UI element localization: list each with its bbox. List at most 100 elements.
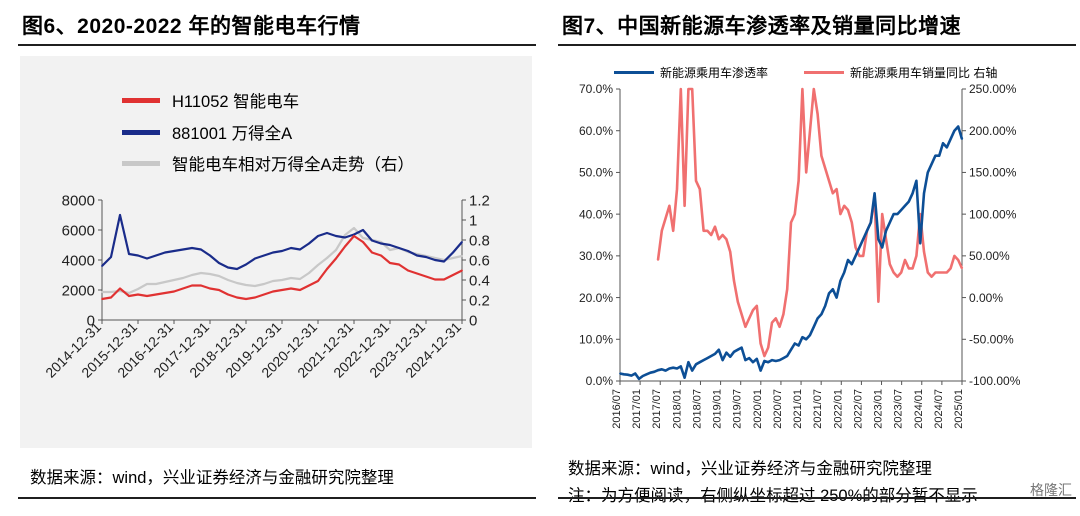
y-left-tick-label: 30.0% — [579, 249, 613, 263]
series-point-0 — [200, 284, 202, 287]
series-point-2 — [119, 290, 121, 292]
series-point-0 — [299, 289, 301, 291]
watermark: 格隆汇 — [1030, 482, 1072, 498]
series-point-1 — [706, 229, 709, 232]
series-point-1 — [173, 250, 175, 252]
series-point-0 — [398, 263, 400, 266]
series-point-1 — [146, 257, 148, 260]
x-tick-label: 2017/01 — [631, 389, 643, 429]
series-point-1 — [452, 251, 454, 254]
series-point-2 — [101, 291, 103, 293]
series-point-1 — [900, 271, 903, 274]
series-point-2 — [317, 264, 319, 266]
legend-swatch-gray — [122, 161, 160, 166]
series-point-0 — [824, 305, 827, 307]
series-point-2 — [227, 279, 229, 281]
series-point-2 — [389, 249, 391, 251]
y-left-tick-label: 50.0% — [579, 166, 613, 180]
series-point-1 — [227, 266, 229, 269]
series-point-0 — [774, 360, 777, 362]
series-point-1 — [835, 188, 838, 191]
chart-2-svg: 0.0% 10.0% 20.0% 30.0% 40.0% 50.0% 60.0% 70.0% -… — [579, 82, 1021, 429]
series-point-0 — [714, 353, 716, 355]
series-point-2 — [146, 283, 148, 285]
series-point-2 — [110, 291, 112, 293]
series-point-1 — [782, 313, 785, 316]
series-point-1 — [847, 209, 849, 211]
series-point-1 — [200, 248, 202, 251]
series-point-1 — [904, 259, 906, 261]
x-tick-label: 2020/01 — [752, 389, 764, 429]
series-point-0 — [434, 278, 436, 281]
series-point-0 — [660, 368, 663, 371]
series-point-2 — [173, 279, 175, 281]
series-point-1 — [263, 254, 265, 257]
series-point-0 — [812, 325, 815, 328]
series-point-1 — [771, 321, 773, 324]
series-point-1 — [191, 247, 193, 249]
series-point-2 — [353, 227, 355, 229]
series-point-0 — [892, 213, 895, 216]
series-point-0 — [626, 373, 629, 376]
series-point-1 — [389, 244, 391, 246]
series-point-0 — [843, 271, 846, 274]
series-point-1 — [790, 221, 792, 224]
figure-6-title: 图6、2020-2022 年的智能电车行情 — [22, 15, 361, 38]
series-point-0 — [945, 146, 948, 149]
series-point-1 — [767, 346, 770, 349]
series-point-0 — [308, 284, 310, 287]
series-point-0 — [702, 359, 705, 361]
series-point-0 — [907, 200, 910, 203]
series-point-0 — [634, 372, 637, 375]
series-point-0 — [953, 129, 956, 132]
series-point-1 — [299, 248, 301, 251]
series-point-1 — [824, 167, 827, 170]
legend-label: 新能源乘用车渗透率 — [660, 66, 769, 80]
y-left-tick-label: 10.0% — [579, 332, 613, 346]
series-point-1 — [809, 129, 811, 132]
series-point-0 — [866, 229, 868, 232]
series-point-1 — [828, 179, 830, 182]
series-point-1 — [885, 238, 887, 241]
series-point-1 — [907, 267, 910, 270]
series-point-1 — [698, 188, 701, 191]
series-point-0 — [759, 369, 762, 372]
series-point-0 — [881, 246, 884, 249]
series-point-1 — [888, 263, 891, 266]
series-point-2 — [155, 283, 157, 285]
series-point-0 — [317, 280, 319, 282]
series-point-0 — [653, 370, 656, 373]
series-point-0 — [919, 242, 922, 245]
series-point-0 — [733, 350, 735, 353]
x-tick-label: 2021/07 — [812, 389, 824, 429]
y-right-tick-label: 150.00% — [969, 166, 1017, 180]
series-point-2 — [290, 277, 292, 279]
series-point-1 — [155, 254, 157, 257]
legend-swatch-navy — [122, 130, 160, 135]
series-point-0 — [101, 298, 103, 300]
y-right-tick-label: 1.2 — [469, 192, 490, 209]
series-point-2 — [461, 255, 463, 257]
series-point-1 — [752, 309, 754, 311]
series-point-1 — [926, 271, 929, 274]
series-point-1 — [695, 179, 697, 182]
series-point-0 — [725, 351, 728, 354]
bottom-rule — [18, 497, 536, 499]
series-point-0 — [227, 293, 229, 296]
y-left-tick-label: 60.0% — [579, 124, 613, 138]
series-point-0 — [778, 359, 781, 361]
series-point-0 — [182, 287, 184, 290]
series-point-0 — [676, 367, 678, 370]
x-tick-label: 2023/01 — [873, 389, 885, 429]
series-point-0 — [335, 257, 337, 260]
series-point-1 — [820, 154, 823, 157]
series-point-1 — [938, 271, 941, 274]
y-left-tick-label: 70.0% — [579, 82, 613, 96]
series-point-1 — [657, 259, 659, 261]
series-point-0 — [290, 287, 292, 290]
series-point-0 — [942, 142, 944, 145]
legend-label: 智能电车相对万得全A走势（右） — [172, 156, 415, 174]
legend-swatch-salmon — [804, 71, 844, 74]
series-point-1 — [961, 267, 963, 270]
series-point-1 — [774, 317, 777, 320]
